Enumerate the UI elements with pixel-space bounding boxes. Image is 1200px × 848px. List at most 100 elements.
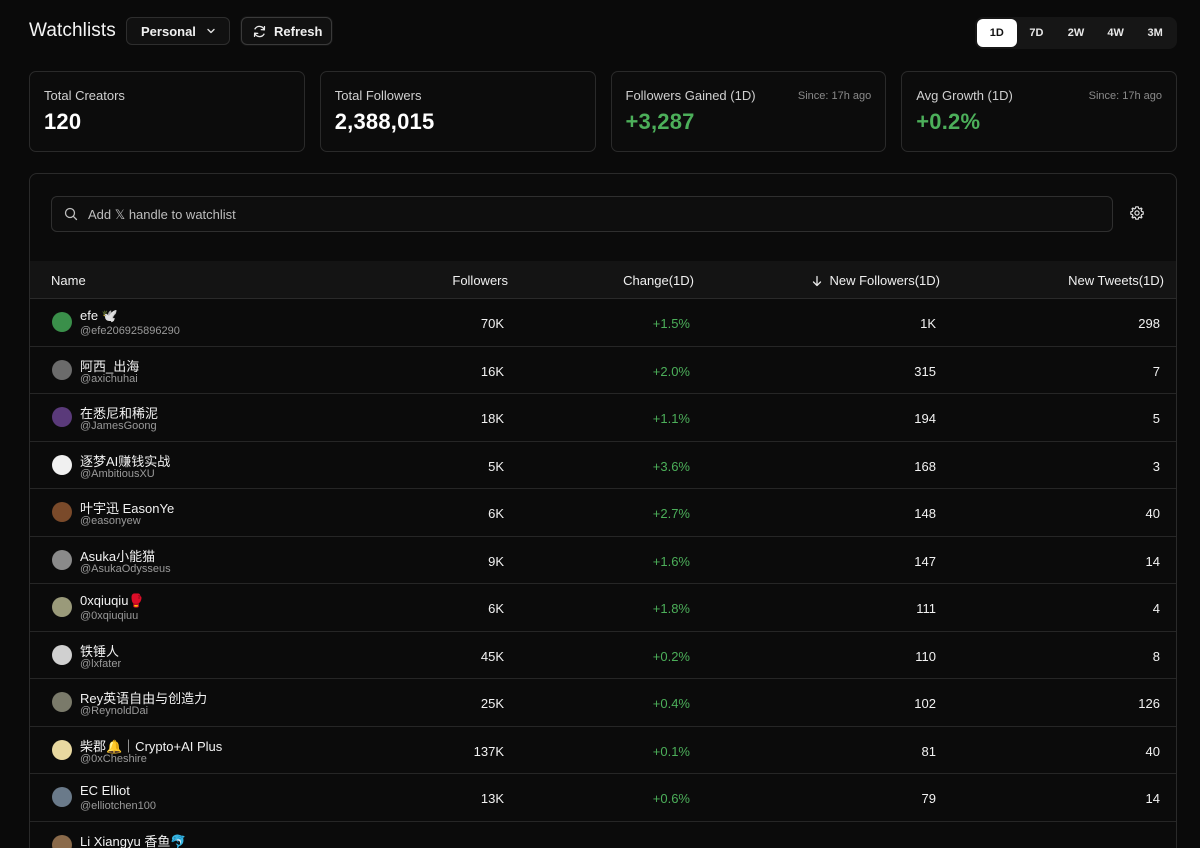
new-followers-cell: 102 bbox=[914, 696, 936, 711]
range-3m[interactable]: 3M bbox=[1147, 27, 1163, 39]
table-row[interactable]: 0xqiuqiu🥊 @0xqiuqiuu 6K +1.8% 111 4 bbox=[30, 584, 1176, 632]
new-tweets-cell: 4 bbox=[1152, 601, 1160, 616]
avatar bbox=[52, 549, 72, 570]
followers-cell: 13K bbox=[480, 791, 504, 806]
creator-handle: @easonyew bbox=[80, 515, 141, 527]
stat-label: Avg Growth (1D) bbox=[916, 88, 1013, 103]
col-followers[interactable]: Followers bbox=[452, 273, 508, 288]
watchlist-selector-label: Personal bbox=[141, 23, 196, 39]
new-followers-cell: 1K bbox=[920, 316, 936, 331]
search-bar[interactable] bbox=[51, 196, 1113, 232]
range-2w[interactable]: 2W bbox=[1067, 27, 1085, 39]
arrow-down-icon bbox=[811, 275, 823, 287]
creator-name[interactable]: efe 🕊️ bbox=[80, 308, 118, 323]
stat-total-creators: Total Creators 120 bbox=[29, 71, 305, 152]
creator-name[interactable]: 叶宇迅 EasonYe bbox=[80, 501, 175, 516]
stat-label: Total Followers bbox=[334, 88, 422, 103]
add-handle-input[interactable] bbox=[88, 206, 988, 222]
avatar bbox=[52, 502, 72, 522]
change-cell: +2.0% bbox=[652, 363, 690, 379]
table-header: Name Followers Change(1D) New Followers(… bbox=[30, 261, 1176, 299]
followers-cell: 25K bbox=[480, 696, 504, 711]
page-header: Watchlists Personal Refresh 1D 7D 2W 4W … bbox=[29, 17, 1177, 49]
col-new-tweets[interactable]: New Tweets(1D) bbox=[1068, 273, 1164, 288]
change-cell: +0.4% bbox=[652, 696, 690, 711]
creator-name[interactable]: Li Xiangyu 香鱼🐬 bbox=[80, 833, 187, 848]
table-row[interactable]: Asuka小能猫 @AsukaOdysseus 9K +1.6% 147 14 bbox=[30, 537, 1176, 584]
creator-name[interactable]: Rey英语自由与创造力 bbox=[80, 691, 208, 706]
table-row[interactable]: 柴郡🔔｜Crypto+AI Plus @0xCheshire 137K +0.1% 81… bbox=[30, 727, 1176, 774]
gear-icon[interactable] bbox=[1129, 205, 1145, 221]
change-cell: +0.1% bbox=[652, 743, 690, 759]
change-cell: +0.2% bbox=[652, 648, 690, 664]
change-cell: +0.6% bbox=[652, 791, 690, 806]
creator-handle: @efe206925896290 bbox=[80, 325, 180, 337]
stat-total-followers: Total Followers 2,388,015 bbox=[319, 71, 596, 152]
stat-value: +3,287 bbox=[625, 109, 695, 134]
table-row[interactable]: 在悉尼和稀泥 @JamesGoong 18K +1.1% 194 5 bbox=[30, 394, 1176, 442]
range-7d[interactable]: 7D bbox=[1029, 27, 1044, 39]
refresh-icon bbox=[252, 24, 267, 39]
table-row[interactable]: EC Elliot @elliotchen100 13K +0.6% 79 14 bbox=[30, 774, 1176, 822]
avatar bbox=[52, 407, 72, 427]
new-followers-cell: 194 bbox=[914, 411, 936, 426]
new-tweets-cell: 40 bbox=[1145, 743, 1160, 759]
change-cell: +1.6% bbox=[652, 553, 690, 569]
creator-handle: @AsukaOdysseus bbox=[80, 562, 171, 575]
avatar bbox=[52, 454, 72, 475]
col-new-followers-label: New Followers(1D) bbox=[829, 273, 940, 288]
new-tweets-cell: 14 bbox=[1145, 791, 1160, 806]
avatar bbox=[52, 597, 72, 617]
avatar bbox=[52, 312, 72, 332]
page-title: Watchlists bbox=[29, 20, 116, 41]
new-tweets-cell: 126 bbox=[1138, 696, 1160, 711]
new-tweets-cell: 5 bbox=[1152, 411, 1160, 426]
new-followers-cell: 81 bbox=[921, 743, 936, 759]
col-name[interactable]: Name bbox=[51, 273, 86, 288]
table-body: efe 🕊️ @efe206925896290 70K +1.5% 1K 298 阿西_出海… bbox=[30, 299, 1176, 848]
chevron-down-icon bbox=[206, 26, 216, 36]
range-1d[interactable]: 1D bbox=[977, 19, 1017, 47]
creator-name[interactable]: 0xqiuqiu🥊 bbox=[80, 593, 145, 608]
creator-name[interactable]: 逐梦AI赚钱实战 bbox=[80, 453, 171, 469]
time-range-selector: 1D 7D 2W 4W 3M bbox=[975, 17, 1177, 49]
table-row[interactable]: Rey英语自由与创造力 @ReynoldDai 25K +0.4% 102 126 bbox=[30, 679, 1176, 727]
new-tweets-cell: 3 bbox=[1152, 458, 1160, 474]
creator-name[interactable]: EC Elliot bbox=[80, 783, 130, 798]
creator-name[interactable]: 在悉尼和稀泥 bbox=[80, 406, 159, 421]
table-row[interactable]: efe 🕊️ @efe206925896290 70K +1.5% 1K 298 bbox=[30, 299, 1176, 347]
creator-handle: @elliotchen100 bbox=[80, 800, 156, 812]
new-tweets-cell: 7 bbox=[1152, 363, 1160, 379]
avatar bbox=[52, 644, 72, 665]
followers-cell: 6K bbox=[488, 601, 504, 616]
creator-handle: @ReynoldDai bbox=[80, 705, 149, 717]
watchlist-selector[interactable]: Personal bbox=[126, 17, 230, 45]
stat-value: 2,388,015 bbox=[334, 109, 435, 134]
watchlist-panel: Name Followers Change(1D) New Followers(… bbox=[29, 173, 1177, 848]
table-row[interactable]: Li Xiangyu 香鱼🐬 bbox=[30, 822, 1176, 848]
col-new-followers[interactable]: New Followers(1D) bbox=[811, 273, 940, 288]
table-row[interactable]: 逐梦AI赚钱实战 @AmbitiousXU 5K +3.6% 168 3 bbox=[30, 442, 1176, 489]
creator-name[interactable]: 铁锤人 bbox=[80, 643, 120, 659]
refresh-button[interactable]: Refresh bbox=[241, 17, 332, 45]
col-change[interactable]: Change(1D) bbox=[623, 273, 694, 288]
range-4w[interactable]: 4W bbox=[1107, 27, 1124, 39]
change-cell: +1.8% bbox=[652, 601, 690, 616]
new-tweets-cell: 8 bbox=[1152, 648, 1160, 664]
new-followers-cell: 168 bbox=[914, 458, 936, 474]
stat-value: 120 bbox=[44, 109, 82, 134]
search-icon bbox=[64, 207, 78, 221]
table-row[interactable]: 叶宇迅 EasonYe @easonyew 6K +2.7% 148 40 bbox=[30, 489, 1176, 537]
stat-value: +0.2% bbox=[916, 109, 981, 134]
change-cell: +1.1% bbox=[652, 411, 690, 426]
creator-handle: @lxfater bbox=[80, 657, 122, 670]
creator-name[interactable]: 阿西_出海 bbox=[80, 358, 140, 374]
creator-handle: @axichuhai bbox=[80, 372, 138, 385]
creator-name[interactable]: 柴郡🔔｜Crypto+AI Plus bbox=[80, 738, 223, 754]
new-followers-cell: 315 bbox=[914, 363, 936, 379]
creator-name[interactable]: Asuka小能猫 bbox=[80, 548, 156, 564]
followers-cell: 6K bbox=[488, 506, 504, 521]
table-row[interactable]: 阿西_出海 @axichuhai 16K +2.0% 315 7 bbox=[30, 347, 1176, 394]
table-row[interactable]: 铁锤人 @lxfater 45K +0.2% 110 8 bbox=[30, 632, 1176, 679]
stat-since: Since: 17h ago bbox=[797, 90, 872, 102]
